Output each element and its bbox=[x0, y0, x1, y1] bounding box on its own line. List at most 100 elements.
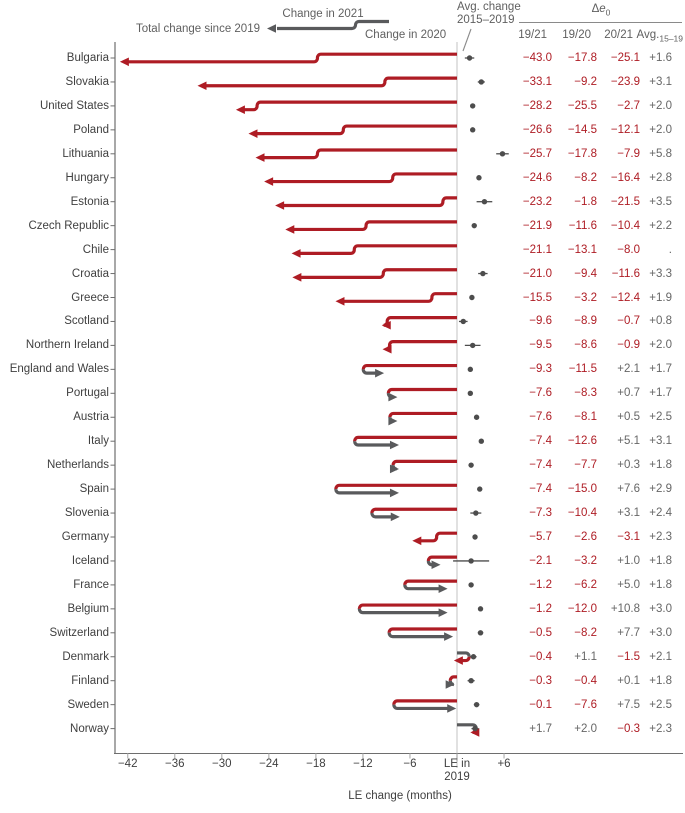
country-label: Austria bbox=[73, 411, 109, 424]
avg-change-dot bbox=[472, 534, 478, 540]
value-cell-19-21: −0.3 bbox=[529, 674, 552, 687]
arrowhead-icon bbox=[381, 320, 391, 330]
value-cell-19-21: −0.1 bbox=[529, 698, 552, 711]
country-label: Switzerland bbox=[49, 626, 109, 639]
value-cell-19-20: −12.6 bbox=[567, 435, 597, 448]
country-label: United States bbox=[39, 99, 109, 112]
arrowhead-icon bbox=[388, 416, 398, 426]
country-label: Sweden bbox=[67, 698, 109, 711]
trajectory-arrow-2020 bbox=[457, 651, 471, 657]
value-cell-Avg-15–19: +2.5 bbox=[649, 411, 672, 424]
arrowhead-icon bbox=[275, 201, 285, 210]
value-cell-20-21: −12.4 bbox=[610, 291, 640, 304]
country-label: Norway bbox=[70, 722, 109, 735]
trajectory-arrow bbox=[385, 339, 457, 351]
value-cell-20-21: +7.6 bbox=[617, 483, 640, 496]
trajectory-arrow bbox=[242, 100, 457, 112]
delta-variable: e bbox=[599, 3, 606, 15]
country-label: Lithuania bbox=[62, 147, 109, 160]
value-cell-Avg-15–19: +3.1 bbox=[649, 435, 672, 448]
trajectory-arrow-2020 bbox=[353, 435, 457, 442]
value-cell-Avg-15–19: +3.0 bbox=[649, 602, 672, 615]
value-cell-19-21: −21.1 bbox=[522, 243, 552, 256]
delta-e0-header: Δe0 bbox=[556, 3, 646, 17]
value-cell-19-20: −17.8 bbox=[567, 147, 597, 160]
country-label: Croatia bbox=[71, 267, 109, 280]
legend-arrow-glyph bbox=[277, 19, 389, 31]
value-cell-19-20: −8.9 bbox=[574, 315, 597, 328]
x-axis-tick-label: −18 bbox=[306, 758, 326, 770]
value-cell-Avg-15–19: +3.3 bbox=[649, 267, 672, 280]
value-cell-19-20: −25.5 bbox=[567, 99, 597, 112]
value-cell-19-21: −9.3 bbox=[529, 363, 552, 376]
trajectory-arrow bbox=[204, 76, 457, 88]
trajectory-arrow-2020 bbox=[388, 411, 457, 418]
value-cell-19-21: −9.5 bbox=[529, 339, 552, 352]
value-cell-Avg-15–19: +2.0 bbox=[649, 123, 672, 136]
value-cell-Avg-15–19: +2.4 bbox=[649, 507, 672, 520]
trajectory-arrow bbox=[298, 244, 457, 256]
avg-change-dot bbox=[477, 630, 484, 636]
value-cell-20-21: +2.1 bbox=[617, 363, 640, 376]
value-cell-20-21: +1.0 bbox=[617, 554, 640, 567]
avg-change-dot bbox=[477, 606, 484, 612]
value-cell-20-21: −8.0 bbox=[617, 243, 640, 256]
country-label: Germany bbox=[61, 531, 109, 543]
value-cell-19-20: −14.5 bbox=[567, 123, 597, 136]
avg-change-dot bbox=[473, 701, 480, 708]
value-cell-19-21: −21.0 bbox=[522, 267, 552, 280]
value-cell-20-21: −1.5 bbox=[617, 650, 640, 663]
value-cell-Avg-15–19: +2.1 bbox=[649, 650, 672, 663]
column-header-19-21: 19/21 bbox=[518, 29, 547, 41]
value-cell-Avg-15–19: +1.8 bbox=[649, 554, 672, 567]
value-cell-Avg-15–19: +2.0 bbox=[649, 339, 672, 352]
value-cell-Avg-15–19: +5.8 bbox=[649, 147, 672, 160]
avg-change-header-line2: 2015–2019 bbox=[457, 14, 515, 26]
value-cell-19-20: −13.1 bbox=[567, 243, 597, 256]
x-axis-tick-label: −24 bbox=[259, 758, 279, 770]
arrowhead-icon bbox=[292, 273, 302, 282]
trajectory-arrow-2020 bbox=[361, 363, 457, 370]
trajectory-arrow bbox=[383, 316, 457, 327]
value-cell-19-20: −2.6 bbox=[574, 531, 597, 543]
value-cell-20-21: +5.0 bbox=[617, 578, 640, 591]
trajectory-arrow-2021 bbox=[403, 584, 441, 591]
value-cell-19-20: −10.4 bbox=[567, 507, 597, 520]
value-cell-19-21: −23.2 bbox=[522, 195, 552, 208]
legend-total-change-label: Total change since 2019 bbox=[135, 23, 260, 35]
country-label: Estonia bbox=[70, 195, 109, 208]
trajectory-arrow-2020 bbox=[403, 579, 457, 586]
value-cell-20-21: −21.5 bbox=[610, 195, 640, 208]
country-label: Bulgaria bbox=[66, 52, 109, 64]
value-cell-20-21: −2.7 bbox=[617, 99, 640, 112]
avg-change-dot bbox=[469, 342, 476, 349]
avg-change-dot bbox=[473, 414, 480, 420]
value-cell-20-21: −3.1 bbox=[617, 531, 640, 543]
arrowhead-icon bbox=[285, 225, 295, 234]
avg-change-dot bbox=[469, 127, 476, 133]
avg-change-dot bbox=[467, 390, 474, 396]
value-cell-19-20: −8.2 bbox=[574, 626, 597, 639]
country-label: Northern Ireland bbox=[25, 339, 109, 352]
value-cell-Avg-15–19: +1.7 bbox=[649, 363, 672, 376]
x-axis-title: LE change (months) bbox=[348, 790, 452, 802]
value-cell-19-20: −9.4 bbox=[574, 267, 597, 280]
arrowhead-icon bbox=[438, 608, 448, 617]
trajectory-arrow-2020 bbox=[370, 507, 457, 514]
value-cell-19-21: −24.6 bbox=[522, 171, 552, 184]
value-cell-20-21: −11.6 bbox=[611, 267, 640, 280]
value-cell-19-21: −1.2 bbox=[529, 602, 552, 615]
value-cell-20-21: +0.3 bbox=[617, 459, 640, 472]
trajectory-arrow bbox=[126, 52, 457, 64]
value-cell-19-20: −7.7 bbox=[574, 459, 597, 472]
country-label: Chile bbox=[82, 243, 109, 256]
value-cell-19-20: −11.6 bbox=[568, 219, 597, 232]
arrowhead-icon bbox=[264, 177, 274, 186]
value-cell-19-20: +2.0 bbox=[574, 722, 597, 735]
x-axis-tick-label: −42 bbox=[117, 758, 138, 770]
avg-change-dot bbox=[499, 151, 506, 157]
trajectory-arrow-2021 bbox=[361, 369, 378, 375]
trajectory-arrow-2020 bbox=[357, 603, 457, 610]
